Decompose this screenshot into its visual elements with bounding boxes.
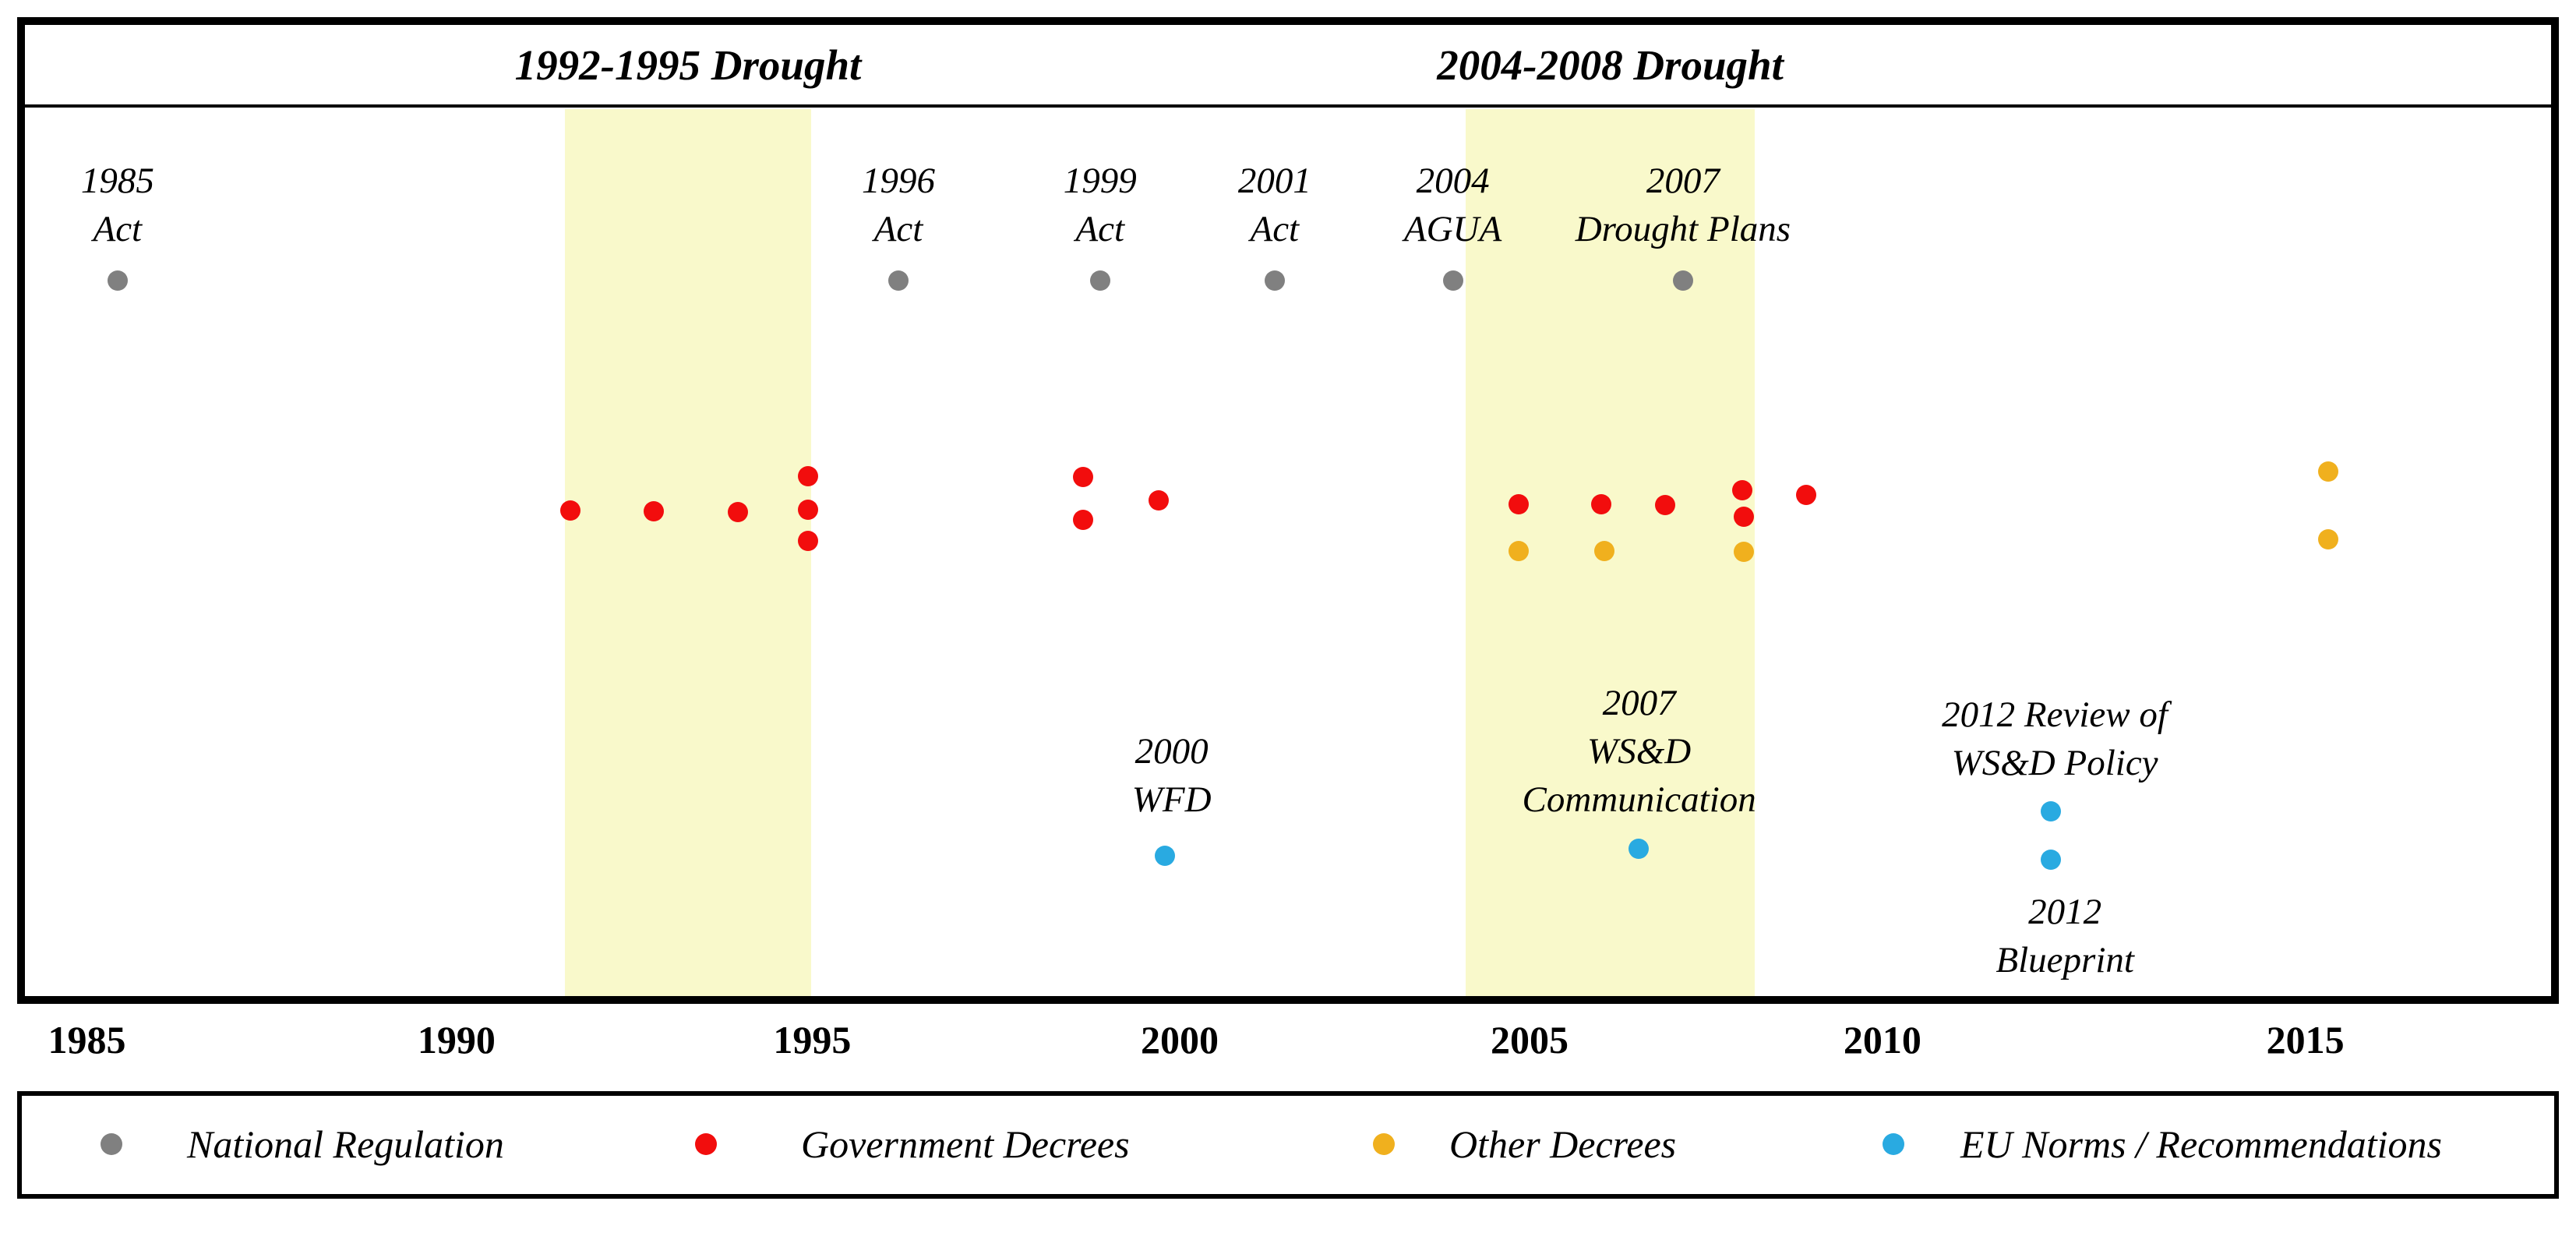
event-label-line: WFD <box>1131 779 1212 820</box>
event-label-line: Communication <box>1522 779 1756 820</box>
axis-tick-label: 2010 <box>1843 1018 1921 1062</box>
event-label-line: WS&D <box>1587 731 1692 772</box>
event-label: 2001 Act <box>1238 157 1311 253</box>
event-label-line: Act <box>1250 209 1300 249</box>
axis-tick-label: 2015 <box>2266 1018 2345 1062</box>
legend-label: National Regulation <box>187 1122 504 1166</box>
other-decrees-dot <box>2317 461 2338 482</box>
legend-swatch <box>101 1133 122 1155</box>
national-regulation-dot <box>107 270 128 291</box>
event-label-line: 2001 <box>1237 161 1311 201</box>
event-label-line: Drought Plans <box>1575 209 1791 249</box>
event-label-line: 2007 <box>1646 161 1720 201</box>
government-decrees-dot <box>797 500 818 520</box>
drought-title: 2004-2008 Drought <box>1437 41 1784 89</box>
event-label: 1999 Act <box>1064 157 1137 253</box>
national-regulation-dot <box>888 270 909 291</box>
legend-swatch <box>695 1133 717 1155</box>
event-label-line: WS&D Policy <box>1951 743 2158 783</box>
event-label: 1985 Act <box>81 157 154 253</box>
axis-tick-label: 1990 <box>417 1018 496 1062</box>
government-decrees-dot <box>560 500 581 521</box>
eu-norms-recommendations-dot <box>2041 850 2062 870</box>
event-label-line: Act <box>93 209 143 249</box>
axis-tick-label: 1995 <box>773 1018 852 1062</box>
event-label-line: 2004 <box>1416 161 1490 201</box>
legend-label: Other Decrees <box>1449 1122 1677 1166</box>
other-decrees-dot <box>2317 529 2338 549</box>
eu-norms-recommendations-dot <box>1155 846 1176 866</box>
event-label-line: 1985 <box>80 161 154 201</box>
event-label-line: 1996 <box>862 161 935 201</box>
event-label: 2004 AGUA <box>1404 157 1501 253</box>
national-regulation-dot <box>1672 270 1693 291</box>
national-regulation-dot <box>1089 270 1110 291</box>
other-decrees-dot <box>1593 541 1614 561</box>
government-decrees-dot <box>1508 494 1529 514</box>
event-label: 2007 Drought Plans <box>1576 157 1791 253</box>
national-regulation-dot <box>1442 270 1463 291</box>
government-decrees-dot <box>1796 485 1817 505</box>
axis-tick-label: 1985 <box>48 1018 126 1062</box>
event-label-line: Act <box>873 209 923 249</box>
event-label-line: 2007 <box>1602 683 1676 723</box>
axis-tick-label: 2005 <box>1491 1018 1569 1062</box>
event-label: 2007 WS&D Communication <box>1522 679 1756 824</box>
event-label-line: AGUA <box>1403 209 1502 249</box>
government-decrees-dot <box>797 531 818 551</box>
legend-swatch <box>1883 1133 1904 1155</box>
national-regulation-dot <box>1264 270 1285 291</box>
event-label-line: 1999 <box>1063 161 1137 201</box>
government-decrees-dot <box>727 502 748 522</box>
event-label-line: 2012 <box>2028 892 2102 932</box>
government-decrees-dot <box>797 466 818 486</box>
government-decrees-dot <box>1733 507 1754 527</box>
other-decrees-dot <box>1508 541 1529 561</box>
government-decrees-dot <box>643 501 664 521</box>
header-separator-line <box>25 104 2551 108</box>
event-label-line: 2012 Review of <box>1942 694 2168 735</box>
legend-swatch <box>1373 1133 1395 1155</box>
event-label: 2012 Blueprint <box>1996 888 2134 984</box>
event-label-line: Act <box>1075 209 1125 249</box>
axis-tick-label: 2000 <box>1140 1018 1219 1062</box>
legend-label: Government Decrees <box>801 1122 1130 1166</box>
government-decrees-dot <box>1590 494 1611 514</box>
government-decrees-dot <box>1073 467 1094 487</box>
event-label: 2000 WFD <box>1132 727 1212 824</box>
drought-band <box>564 109 812 998</box>
government-decrees-dot <box>1148 490 1169 511</box>
government-decrees-dot <box>1655 495 1676 515</box>
legend-label: EU Norms / Recommendations <box>1960 1122 2442 1166</box>
government-decrees-dot <box>1073 510 1094 530</box>
eu-norms-recommendations-dot <box>2041 801 2062 821</box>
event-label: 1996 Act <box>862 157 935 253</box>
eu-norms-recommendations-dot <box>1628 839 1649 859</box>
event-label-line: Blueprint <box>1996 940 2134 980</box>
drought-title: 1992-1995 Drought <box>514 41 862 89</box>
other-decrees-dot <box>1733 542 1754 562</box>
event-label-line: 2000 <box>1134 731 1209 772</box>
event-label: 2012 Review of WS&D Policy <box>1942 691 2168 787</box>
government-decrees-dot <box>1731 480 1752 500</box>
